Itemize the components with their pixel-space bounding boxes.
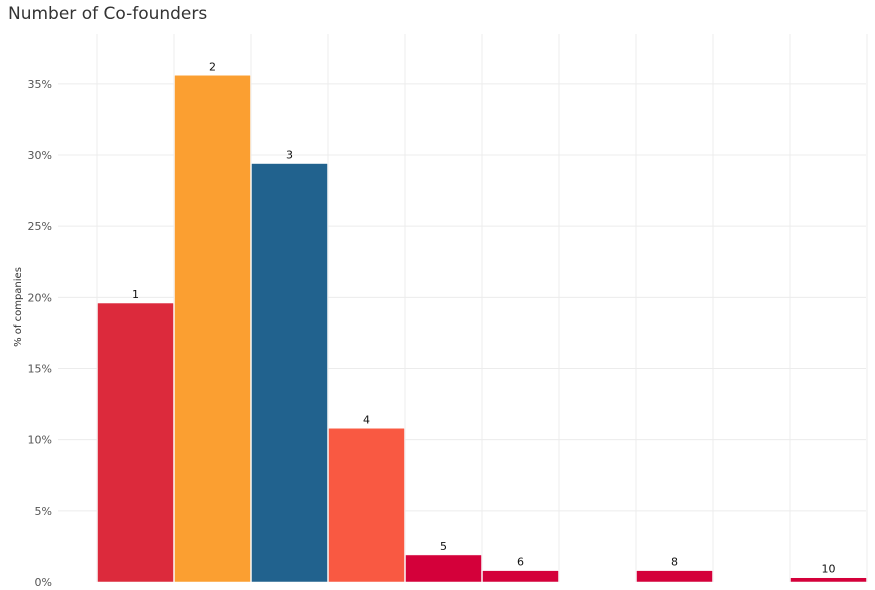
data-label: 3: [286, 149, 293, 162]
data-label: 1: [132, 288, 139, 301]
bars: [97, 75, 867, 583]
data-label: 6: [517, 556, 524, 569]
bar: [97, 302, 174, 583]
chart-title: Number of Co-founders: [8, 4, 208, 24]
y-tick-label: 30%: [28, 149, 52, 162]
y-tick-label: 10%: [28, 434, 52, 447]
data-label: 5: [440, 540, 447, 553]
y-axis: 0% 5% 10% 15% 20% 25% 30% 35%: [28, 78, 52, 589]
bar: [482, 570, 559, 583]
data-label: 2: [209, 60, 216, 73]
bar: [251, 163, 328, 583]
data-labels: 1 2 3 4 5 6 8 10: [132, 60, 836, 575]
gridlines: [58, 34, 868, 582]
y-tick-label: 25%: [28, 220, 52, 233]
data-label: 4: [363, 413, 370, 426]
y-axis-label: % of companies: [13, 267, 24, 347]
bar: [790, 577, 867, 583]
y-tick-label: 5%: [35, 505, 52, 518]
bar: [405, 554, 482, 583]
y-tick-label: 35%: [28, 78, 52, 91]
data-label: 10: [822, 563, 836, 576]
y-tick-label: 15%: [28, 362, 52, 375]
y-tick-label: 20%: [28, 291, 52, 304]
y-tick-label: 0%: [35, 576, 52, 589]
data-label: 8: [671, 556, 678, 569]
bar: [636, 570, 713, 583]
bar: [328, 428, 405, 583]
bar: [174, 75, 251, 583]
